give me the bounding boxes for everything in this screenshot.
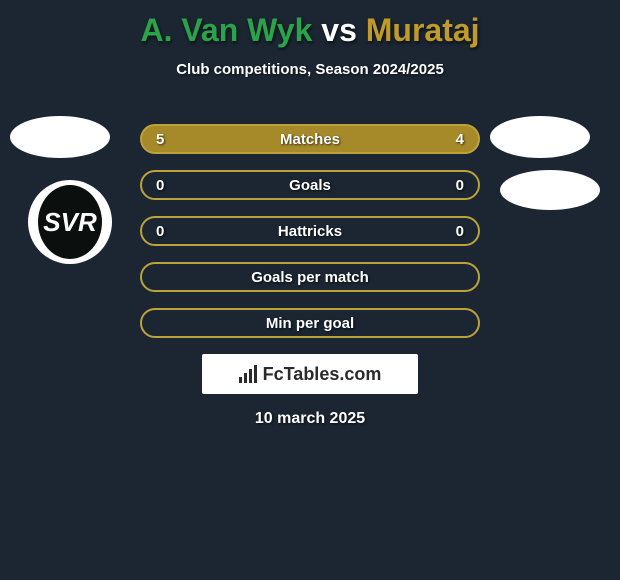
club-b-badge [500, 170, 600, 210]
stat-bar: 0 Goals 0 [140, 170, 480, 200]
player-b-photo [490, 116, 590, 158]
player-a-photo [10, 116, 110, 158]
club-a-badge: SVR [28, 180, 112, 264]
stat-left-value: 0 [156, 177, 164, 194]
branding-text: FcTables.com [263, 364, 382, 385]
vs-separator: vs [312, 12, 365, 48]
subtitle: Club competitions, Season 2024/2025 [0, 61, 620, 78]
stat-label: Hattricks [278, 223, 342, 240]
stat-right-value: 0 [456, 223, 464, 240]
stat-right-value: 4 [456, 131, 464, 148]
stat-right-value: 0 [456, 177, 464, 194]
stat-bar: Min per goal [140, 308, 480, 338]
stat-bar: Goals per match [140, 262, 480, 292]
stat-label: Goals [289, 177, 331, 194]
stat-left-value: 0 [156, 223, 164, 240]
club-a-monogram: SVR [38, 185, 102, 259]
stat-bar: 5 Matches 4 [140, 124, 480, 154]
player-b-name: Murataj [366, 12, 480, 48]
player-a-name: A. Van Wyk [140, 12, 312, 48]
stat-left-value: 5 [156, 131, 164, 148]
chart-icon [239, 365, 257, 383]
date: 10 march 2025 [0, 410, 620, 428]
stat-bar: 0 Hattricks 0 [140, 216, 480, 246]
stats-bars: 5 Matches 4 0 Goals 0 0 Hattricks 0 Goals per mat… [140, 124, 480, 354]
stat-label: Goals per match [251, 269, 369, 286]
stat-label: Min per goal [266, 315, 354, 332]
stat-label: Matches [280, 131, 340, 148]
branding: FcTables.com [202, 354, 418, 394]
page-title: A. Van Wyk vs Murataj [0, 0, 620, 49]
